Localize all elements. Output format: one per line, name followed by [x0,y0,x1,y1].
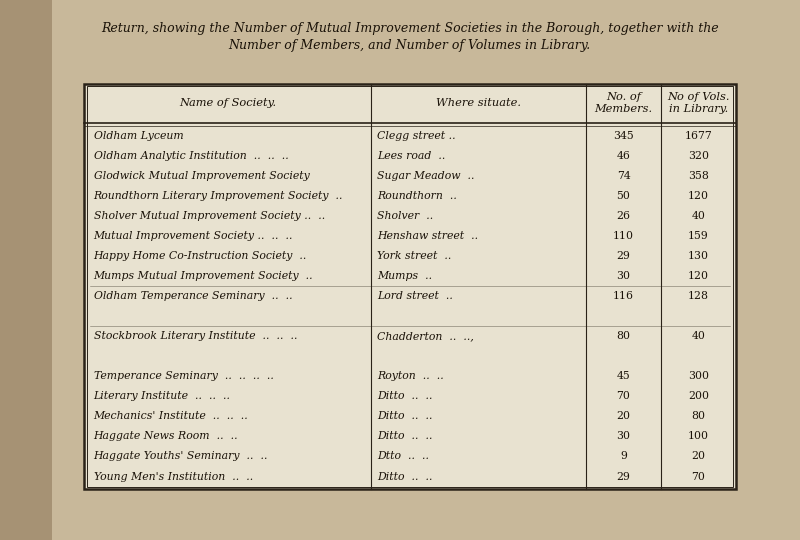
Text: No of Vols.
in Library.: No of Vols. in Library. [667,92,730,114]
Text: Return, showing the Number of Mutual Improvement Societies in the Borough, toget: Return, showing the Number of Mutual Imp… [101,22,718,35]
Text: Ditto  ..  ..: Ditto .. .. [378,392,433,401]
Text: Royton  ..  ..: Royton .. .. [378,372,444,381]
Text: Dtto  ..  ..: Dtto .. .. [378,451,430,462]
Text: 300: 300 [688,372,709,381]
Text: Oldham Analytic Institution  ..  ..  ..: Oldham Analytic Institution .. .. .. [94,151,288,161]
Text: 130: 130 [688,251,709,261]
Text: 80: 80 [617,331,630,341]
Text: 159: 159 [688,231,709,241]
Text: Roundthorn  ..: Roundthorn .. [378,191,457,201]
Text: Sugar Meadow  ..: Sugar Meadow .. [378,171,474,181]
Text: Stockbrook Literary Institute  ..  ..  ..: Stockbrook Literary Institute .. .. .. [94,331,297,341]
Text: 29: 29 [617,251,630,261]
Text: Sholver  ..: Sholver .. [378,211,434,221]
Bar [0,0,52,540]
Text: Sholver Mutual Improvement Society ..  ..: Sholver Mutual Improvement Society .. .. [94,211,325,221]
Text: York street  ..: York street .. [378,251,452,261]
Text: Haggate News Room  ..  ..: Haggate News Room .. .. [94,431,238,441]
Text: Chadderton  ..  ..,: Chadderton .. .., [378,331,474,341]
Text: 30: 30 [617,431,630,441]
Text: 200: 200 [688,392,709,401]
Text: 50: 50 [617,191,630,201]
Text: 320: 320 [688,151,709,161]
Text: Haggate Youths' Seminary  ..  ..: Haggate Youths' Seminary .. .. [94,451,268,462]
Text: 9: 9 [620,451,627,462]
Text: 128: 128 [688,291,709,301]
Text: 110: 110 [613,231,634,241]
Text: Mumps  ..: Mumps .. [378,271,433,281]
Text: No. of
Members.: No. of Members. [594,92,653,114]
Text: Clegg street ..: Clegg street .. [378,131,456,141]
Text: Ditto  ..  ..: Ditto .. .. [378,411,433,421]
Text: 116: 116 [613,291,634,301]
Text: 358: 358 [688,171,709,181]
Text: 40: 40 [691,331,706,341]
Text: 120: 120 [688,191,709,201]
Text: Lord street  ..: Lord street .. [378,291,453,301]
Text: Happy Home Co-Instruction Society  ..: Happy Home Co-Instruction Society .. [94,251,307,261]
Text: Mumps Mutual Improvement Society  ..: Mumps Mutual Improvement Society .. [94,271,314,281]
Text: Henshaw street  ..: Henshaw street .. [378,231,478,241]
Text: Ditto  ..  ..: Ditto .. .. [378,471,433,482]
Text: Where situate.: Where situate. [436,98,521,108]
Text: Young Men's Institution  ..  ..: Young Men's Institution .. .. [94,471,253,482]
Text: 45: 45 [617,372,630,381]
Text: 46: 46 [617,151,630,161]
Text: 29: 29 [617,471,630,482]
Text: Number of Members, and Number of Volumes in Library.: Number of Members, and Number of Volumes… [229,39,590,52]
Text: 70: 70 [617,392,630,401]
Text: Mutual Improvement Society ..  ..  ..: Mutual Improvement Society .. .. .. [94,231,293,241]
Text: Roundthorn Literary Improvement Society  ..: Roundthorn Literary Improvement Society … [94,191,343,201]
Text: 70: 70 [691,471,706,482]
Text: 30: 30 [617,271,630,281]
Text: Name of Society.: Name of Society. [179,98,276,108]
Text: Oldham Temperance Seminary  ..  ..: Oldham Temperance Seminary .. .. [94,291,292,301]
Bar [87,86,733,487]
Bar [84,84,736,489]
Text: 345: 345 [613,131,634,141]
Text: Mechanics' Institute  ..  ..  ..: Mechanics' Institute .. .. .. [94,411,248,421]
Text: Glodwick Mutual Improvement Society: Glodwick Mutual Improvement Society [94,171,310,181]
Text: Temperance Seminary  ..  ..  ..  ..: Temperance Seminary .. .. .. .. [94,372,274,381]
Text: 20: 20 [691,451,706,462]
Text: 20: 20 [617,411,630,421]
Text: Ditto  ..  ..: Ditto .. .. [378,431,433,441]
Text: 1677: 1677 [685,131,712,141]
Text: Lees road  ..: Lees road .. [378,151,446,161]
Text: Oldham Lyceum: Oldham Lyceum [94,131,183,141]
Text: 74: 74 [617,171,630,181]
Text: 26: 26 [617,211,630,221]
Text: Literary Institute  ..  ..  ..: Literary Institute .. .. .. [94,392,230,401]
Text: 80: 80 [691,411,706,421]
Text: 40: 40 [691,211,706,221]
Text: 100: 100 [688,431,709,441]
Text: 120: 120 [688,271,709,281]
